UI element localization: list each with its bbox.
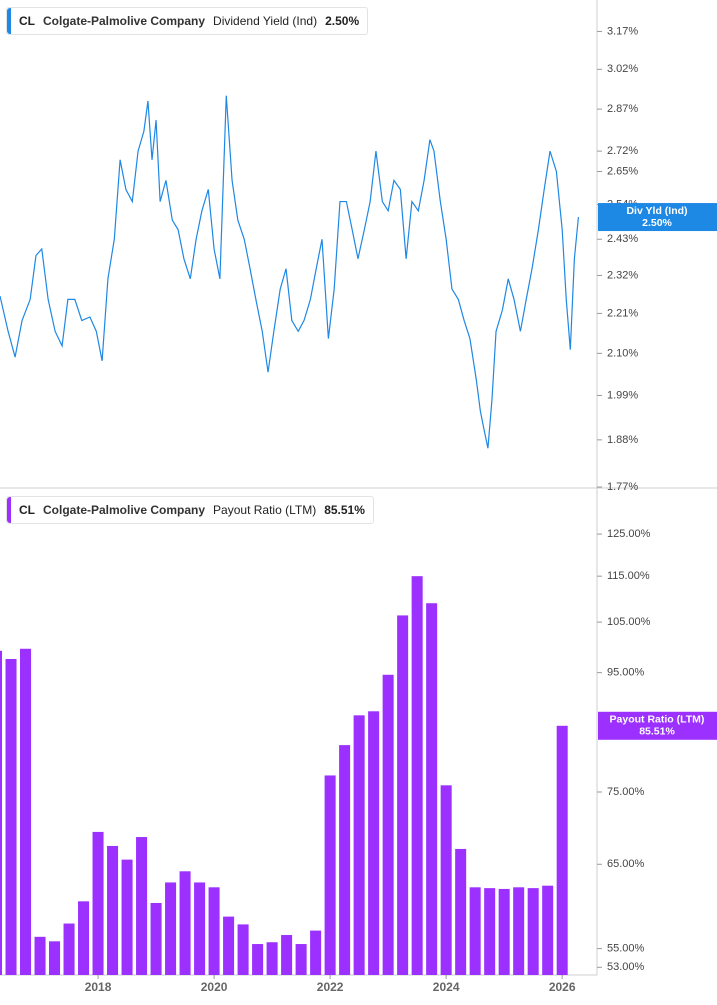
ticker: CL (19, 14, 35, 28)
ticker: CL (19, 503, 35, 517)
value-flag-box (598, 203, 717, 232)
bar (223, 916, 235, 975)
bar (310, 930, 322, 975)
bar (237, 924, 249, 975)
y-tick-label: 2.32% (607, 269, 638, 281)
bar (252, 944, 264, 975)
y-tick-label: 53.00% (607, 961, 645, 973)
value-flag-box (598, 711, 717, 740)
y-tick-label: 2.21% (607, 307, 638, 319)
bar (20, 648, 32, 975)
bar (324, 775, 336, 975)
y-tick-label: 2.65% (607, 165, 638, 177)
y-tick-label: 105.00% (607, 616, 651, 628)
bar (179, 871, 191, 975)
line-series (0, 95, 580, 449)
value-flag-value: 85.51% (639, 726, 675, 738)
bar (339, 745, 351, 975)
legend-swatch (7, 497, 11, 523)
bar (455, 848, 467, 975)
bar (136, 837, 148, 975)
x-tick-label: 2022 (317, 980, 344, 994)
value-flag: Payout Ratio (LTM)85.51% (598, 711, 717, 740)
bar (295, 944, 307, 975)
bar (513, 887, 525, 975)
bar (411, 576, 423, 975)
bar (34, 936, 46, 975)
bar (397, 615, 409, 975)
bar (281, 935, 293, 975)
legend-swatch (7, 8, 11, 34)
x-tick-label: 2026 (549, 980, 576, 994)
bar (556, 725, 568, 975)
bar (150, 903, 162, 975)
y-tick-label: 65.00% (607, 858, 645, 870)
y-tick-label: 75.00% (607, 786, 645, 798)
bar (498, 888, 510, 975)
series-name: Payout Ratio (LTM) (213, 503, 317, 517)
y-tick-label: 1.88% (607, 434, 638, 446)
bar (78, 901, 90, 975)
bar (5, 659, 17, 975)
current-value: 85.51% (324, 503, 365, 517)
y-tick-label: 3.17% (607, 25, 638, 37)
x-tick-label: 2024 (433, 980, 460, 994)
bar (469, 887, 481, 975)
bar (121, 859, 133, 975)
value-flag-title: Payout Ratio (LTM) (610, 714, 705, 726)
y-tick-label: 115.00% (607, 570, 650, 582)
legend-header: CL Colgate-Palmolive Company Dividend Yi… (6, 7, 369, 35)
bar (266, 942, 278, 975)
bar (194, 882, 206, 975)
bar (440, 785, 452, 975)
y-tick-label: 125.00% (607, 528, 651, 540)
bar (353, 715, 365, 975)
bar (382, 674, 394, 975)
value-flag-title: Div Yld (Ind) (626, 205, 687, 217)
y-tick-label: 2.10% (607, 347, 638, 359)
y-tick-label: 2.72% (607, 145, 638, 157)
bar (208, 887, 220, 975)
y-tick-label: 1.99% (607, 389, 638, 401)
bar (49, 941, 61, 975)
y-tick-label: 2.87% (607, 103, 638, 115)
company: Colgate-Palmolive Company (43, 14, 206, 28)
bar (542, 885, 554, 975)
y-tick-label: 95.00% (607, 667, 645, 679)
x-tick-label: 2018 (85, 980, 112, 994)
y-tick-label: 55.00% (607, 943, 645, 955)
bar (527, 888, 539, 975)
bar (0, 650, 3, 975)
y-tick-label: 2.43% (607, 233, 638, 245)
legend-header: CL Colgate-Palmolive Company Payout Rati… (6, 496, 374, 524)
bar (63, 923, 75, 975)
company: Colgate-Palmolive Company (43, 503, 206, 517)
bar (92, 831, 104, 975)
y-tick-label: 3.02% (607, 63, 638, 75)
bar (426, 603, 438, 975)
bar (368, 711, 380, 975)
x-tick-label: 2020 (201, 980, 228, 994)
bar (484, 888, 496, 975)
bar (165, 882, 177, 975)
value-flag-value: 2.50% (642, 217, 672, 229)
current-value: 2.50% (325, 14, 360, 28)
bar (107, 845, 119, 975)
series-name: Dividend Yield (Ind) (213, 14, 318, 28)
y-tick-label: 1.77% (607, 481, 638, 493)
value-flag: Div Yld (Ind)2.50% (598, 203, 717, 232)
